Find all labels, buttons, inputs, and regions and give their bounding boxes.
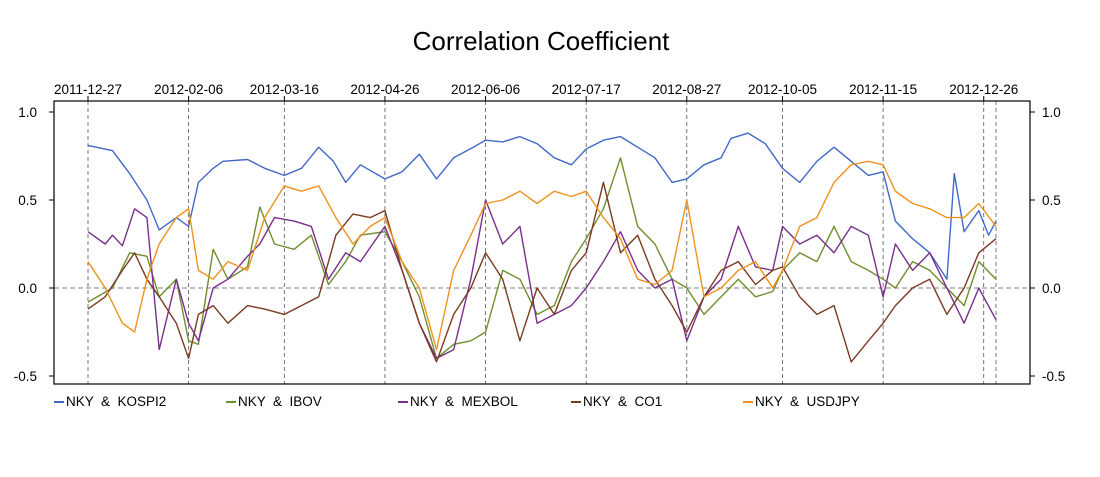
chart-legend: NKY & KOSPI2 NKY & IBOV NKY & MEXBOL NKY & … (54, 394, 1054, 414)
legend-label-4: NKY & CO1 (583, 394, 663, 409)
y-tick-label-left-2: 0.5 (18, 193, 37, 208)
legend-label-5: NKY & USDJPY (755, 394, 860, 409)
chart-title: Correlation Coefficient (413, 26, 671, 56)
series-line-1 (87, 132, 997, 280)
y-tick-label-right-0: -0.5 (1042, 369, 1065, 384)
legend-swatch-2 (226, 400, 236, 403)
x-tick-label-3: 2012-04-26 (350, 82, 419, 97)
y-tick-label-right-2: 0.5 (1042, 193, 1061, 208)
x-tick-label-0: 2011-12-27 (54, 82, 122, 97)
series-line-5 (87, 160, 997, 351)
x-tick-label-5: 2012-07-17 (552, 82, 621, 97)
legend-swatch-4 (571, 400, 581, 403)
x-tick-label-2: 2012-03-16 (250, 82, 319, 97)
legend-label-1: NKY & KOSPI2 (66, 394, 167, 409)
x-tick-label-1: 2012-02-06 (154, 82, 223, 97)
legend-item-1: NKY & KOSPI2 (54, 394, 166, 409)
y-tick-label-right-3: 1.0 (1042, 105, 1061, 120)
legend-item-5: NKY & USDJPY (743, 394, 860, 409)
x-tick-label-9: 2012-12-26 (949, 82, 1018, 97)
legend-item-3: NKY & MEXBOL (398, 394, 518, 409)
x-tick-label-7: 2012-10-05 (748, 82, 817, 97)
y-tick-label-left-0: -0.5 (14, 369, 37, 384)
y-tick-label-left-3: 1.0 (18, 105, 37, 120)
legend-label-2: NKY & IBOV (238, 394, 322, 409)
grid-layer (54, 101, 1030, 384)
series-line-4 (87, 181, 997, 363)
legend-item-2: NKY & IBOV (226, 394, 322, 409)
legend-item-4: NKY & CO1 (571, 394, 662, 409)
legend-swatch-1 (54, 400, 64, 403)
legend-swatch-3 (398, 400, 408, 403)
series-layer (87, 132, 997, 363)
y-tick-label-left-1: 0.0 (18, 281, 37, 296)
x-tick-label-6: 2012-08-27 (652, 82, 721, 97)
legend-label-3: NKY & MEXBOL (410, 394, 518, 409)
series-line-3 (87, 199, 997, 360)
x-tick-label-4: 2012-06-06 (451, 82, 520, 97)
series-line-2 (87, 157, 997, 360)
legend-swatch-5 (743, 400, 753, 403)
axis-layer: 2011-12-27 2012-02-06 2012-03-16 2012-04-26… (14, 82, 1065, 385)
plot-frame (53, 100, 1031, 385)
x-tick-label-8: 2012-11-15 (849, 82, 917, 97)
y-tick-label-right-1: 0.0 (1042, 281, 1061, 296)
